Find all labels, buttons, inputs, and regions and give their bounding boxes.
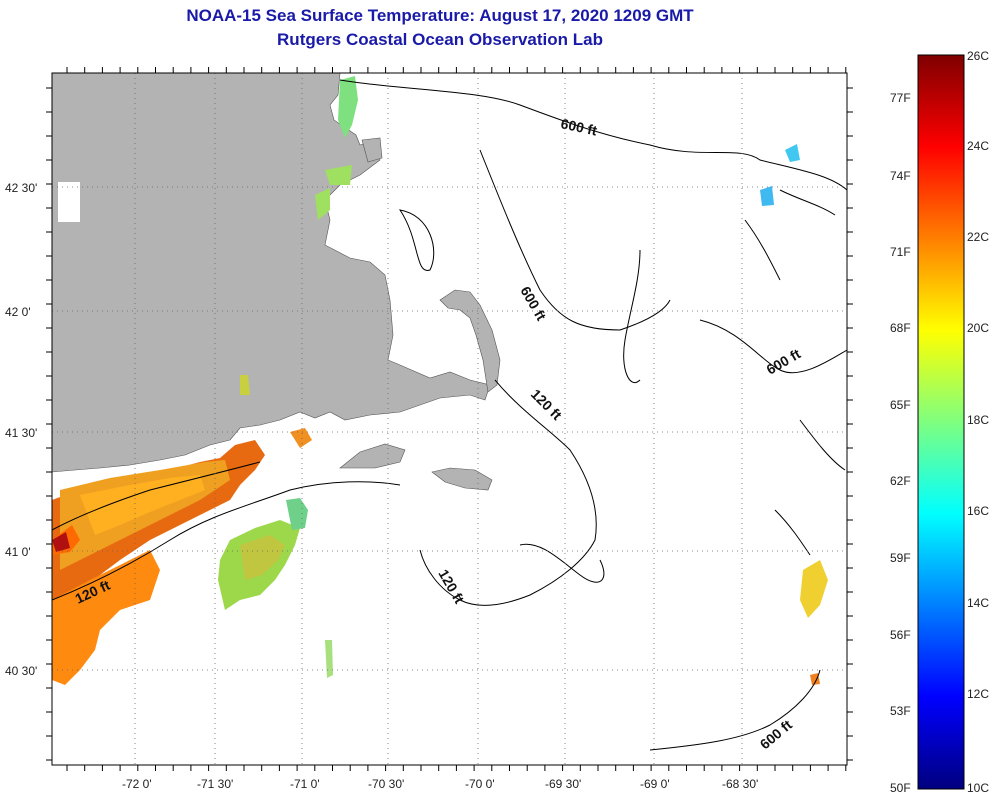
cb-c-label: 26C xyxy=(967,49,989,63)
lon-label: -71 0' xyxy=(290,777,320,791)
sst-north-green xyxy=(338,76,358,138)
sst-streak xyxy=(325,640,333,678)
cb-c-label: 14C xyxy=(967,596,989,610)
contour-600-east xyxy=(623,249,641,383)
graticule xyxy=(52,73,847,765)
sst-blue-spot2 xyxy=(785,144,800,162)
cb-f-label: 62F xyxy=(890,474,911,488)
contour-600-north xyxy=(339,79,847,191)
sst-hottest xyxy=(52,532,70,552)
contour-600-south xyxy=(649,669,821,751)
map-title: NOAA-15 Sea Surface Temperature: August … xyxy=(186,6,694,25)
colorbar-celsius-labels: 26C 24C 22C 20C 18C 16C 14C 12C 10C xyxy=(967,49,989,795)
longitude-labels: -72 0' -71 30' -71 0' -70 30' -70 0' -69… xyxy=(122,777,758,791)
sst-blue-spot1 xyxy=(760,186,774,206)
cb-f-label: 65F xyxy=(890,398,911,412)
sst-patches xyxy=(52,76,828,685)
cb-f-label: 74F xyxy=(890,169,911,183)
lon-label: -69 0' xyxy=(640,777,670,791)
contour-fragment3 xyxy=(799,419,846,471)
map-subtitle: Rutgers Coastal Ocean Observation Lab xyxy=(277,30,603,49)
colorbar: 26C 24C 22C 20C 18C 16C 14C 12C 10C 77F … xyxy=(890,49,989,795)
cb-f-label: 50F xyxy=(890,781,911,795)
latitude-labels: 42 30' 42 0' 41 30' 41 0' 40 30' xyxy=(5,181,37,678)
cb-f-label: 53F xyxy=(890,704,911,718)
lon-label: -71 30' xyxy=(197,777,233,791)
cb-c-label: 10C xyxy=(967,781,989,795)
map-frame xyxy=(51,72,848,766)
lon-label: -70 30' xyxy=(368,777,404,791)
lat-label: 42 30' xyxy=(5,181,37,195)
cb-c-label: 16C xyxy=(967,504,989,518)
cb-f-label: 56F xyxy=(890,628,911,642)
sst-north-green2 xyxy=(315,188,330,220)
sst-band-south xyxy=(52,550,160,685)
contour-bank xyxy=(398,209,435,271)
colorbar-fahrenheit-labels: 77F 74F 71F 68F 65F 62F 59F 56F 53F 50F xyxy=(890,91,911,795)
lon-label: -70 0' xyxy=(465,777,495,791)
lon-label: -68 30' xyxy=(722,777,758,791)
sst-east-patch xyxy=(800,560,828,618)
cb-c-label: 22C xyxy=(967,230,989,244)
bathymetry-contours xyxy=(52,79,847,751)
lat-label: 40 30' xyxy=(5,664,37,678)
contour-shoals xyxy=(519,543,605,583)
contour-120-georges xyxy=(419,379,597,606)
sst-east-spot xyxy=(810,673,820,685)
land-nantucket xyxy=(431,467,493,491)
land-marthas-vineyard xyxy=(339,443,406,469)
cb-c-label: 20C xyxy=(967,321,989,335)
cb-f-label: 71F xyxy=(890,245,911,259)
contour-fragment2 xyxy=(744,219,781,281)
cb-c-label: 24C xyxy=(967,139,989,153)
lat-label: 42 0' xyxy=(5,305,31,319)
sst-spot1 xyxy=(290,428,312,448)
sst-band-amber xyxy=(80,475,205,535)
sst-spot2 xyxy=(240,375,250,395)
contour-600-mid xyxy=(479,149,671,331)
land-island-cape-ann xyxy=(361,137,383,163)
colorbar-bar xyxy=(917,54,965,790)
lon-label: -69 30' xyxy=(545,777,581,791)
sst-teal-patch xyxy=(286,498,308,530)
contour-120-inner xyxy=(52,461,261,531)
cb-f-label: 59F xyxy=(890,551,911,565)
lat-label: 41 0' xyxy=(5,545,31,559)
lat-label: 41 30' xyxy=(5,426,37,440)
sst-north-green3 xyxy=(325,165,352,185)
cb-f-label: 77F xyxy=(890,91,911,105)
data-gap xyxy=(58,182,80,222)
sst-olive-patch xyxy=(240,535,285,580)
cb-c-label: 12C xyxy=(967,687,989,701)
land-cape-cod xyxy=(439,289,501,393)
contour-label-1: 600 ft xyxy=(559,115,598,138)
map-area: 600 ft 600 ft 600 ft 600 ft 120 ft 120 f… xyxy=(52,73,847,765)
contour-120-west xyxy=(52,481,401,601)
axis-ticks xyxy=(46,67,853,771)
contour-600-far-east xyxy=(699,319,847,374)
cb-f-label: 68F xyxy=(890,321,911,335)
contour-fragment1 xyxy=(779,189,836,216)
cb-c-label: 18C xyxy=(967,413,989,427)
lon-label: -72 0' xyxy=(122,777,152,791)
